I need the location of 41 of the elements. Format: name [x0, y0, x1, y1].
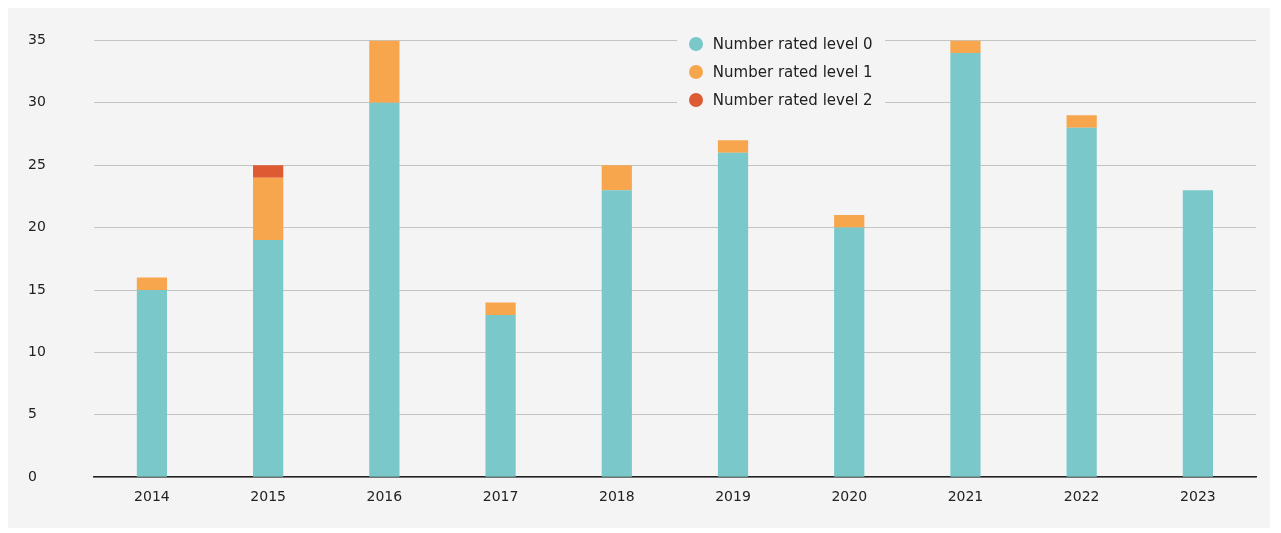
legend-label: Number rated level 1 [712, 63, 873, 81]
bar [485, 314, 516, 477]
bar [717, 152, 749, 477]
bar [253, 177, 284, 241]
y-tick-label: 10 [28, 343, 46, 360]
y-tick-label: 35 [28, 31, 46, 48]
bar [253, 165, 284, 178]
x-tick-label: 2020 [831, 488, 868, 505]
y-tick-label: 20 [28, 218, 46, 235]
bar [1066, 127, 1097, 477]
x-tick-label: 2014 [134, 488, 170, 505]
bar [253, 240, 284, 477]
bar [950, 40, 981, 53]
bar [485, 302, 516, 315]
bar [369, 40, 400, 103]
bar [1066, 115, 1097, 128]
bar [834, 227, 865, 477]
y-tick-label: 5 [28, 405, 37, 422]
bar [834, 215, 865, 228]
bar [717, 140, 749, 153]
legend-label: Number rated level 0 [712, 35, 873, 53]
bar [601, 190, 632, 477]
x-tick-label: 2016 [366, 488, 403, 505]
x-tick-label: 2023 [1180, 488, 1216, 505]
x-tick-label: 2019 [715, 488, 751, 505]
x-tick-label: 2022 [1063, 488, 1100, 505]
x-tick-label: 2017 [482, 488, 519, 505]
y-tick-label: 30 [28, 93, 46, 110]
y-tick-label: 25 [28, 155, 46, 172]
bar [136, 290, 168, 477]
legend-label: Number rated level 2 [712, 91, 873, 109]
x-tick-label: 2021 [947, 488, 984, 505]
bar [1182, 190, 1213, 477]
bar [136, 277, 168, 290]
bar [601, 165, 632, 191]
bar [369, 102, 400, 477]
y-tick-label: 0 [28, 467, 37, 484]
bar [950, 52, 981, 477]
x-tick-label: 2015 [250, 488, 286, 505]
x-tick-label: 2018 [598, 488, 635, 505]
y-tick-label: 15 [28, 280, 46, 297]
